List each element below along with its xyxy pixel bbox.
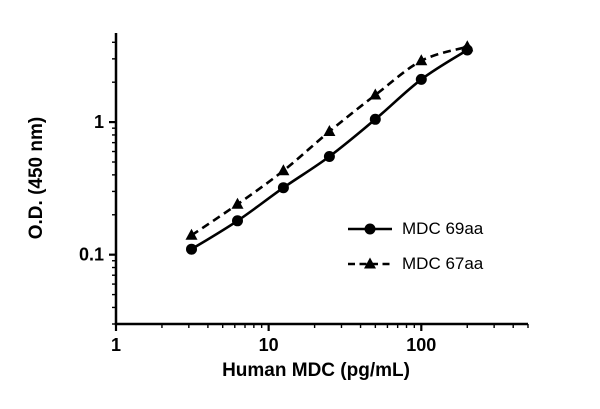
triangle-marker [185,228,198,240]
triangle-marker [231,197,244,209]
x-axis-ticks: 1 10 100 [111,324,529,355]
y-axis-ticks: 0.11 [79,41,116,325]
solid-line-circle-marker-icon [348,223,392,234]
dashed-line-triangle-marker-icon [348,257,392,268]
circle-marker [415,73,427,85]
triangle-marker [323,125,336,136]
y-tick-label: 0.1 [79,245,104,265]
legend: MDC 69aa MDC 67aa [348,211,483,281]
x-tick-label: 100 [406,335,436,355]
circle-marker [277,182,289,194]
x-tick-label: 1 [111,335,121,355]
legend-item-mdc-67aa: MDC 67aa [348,246,483,281]
triangle-marker [369,88,382,100]
legend-item-mdc-69aa: MDC 69aa [348,211,483,246]
x-axis-title: Human MDC (pg/mL) [222,360,410,381]
triangle-marker [415,54,428,66]
series-mdc-67aa [185,40,474,240]
circle-marker [232,215,243,227]
circle-marker [323,151,335,162]
y-tick-label: 1 [94,112,104,132]
triangle-marker [277,164,290,176]
triangle-marker [461,40,474,52]
y-axis-title: O.D. (450 nm) [26,116,47,240]
circle-marker [186,243,197,255]
legend-label: MDC 67aa [402,253,484,273]
circle-marker [369,113,381,125]
x-tick-label: 10 [259,335,279,355]
legend-label: MDC 69aa [402,218,484,238]
